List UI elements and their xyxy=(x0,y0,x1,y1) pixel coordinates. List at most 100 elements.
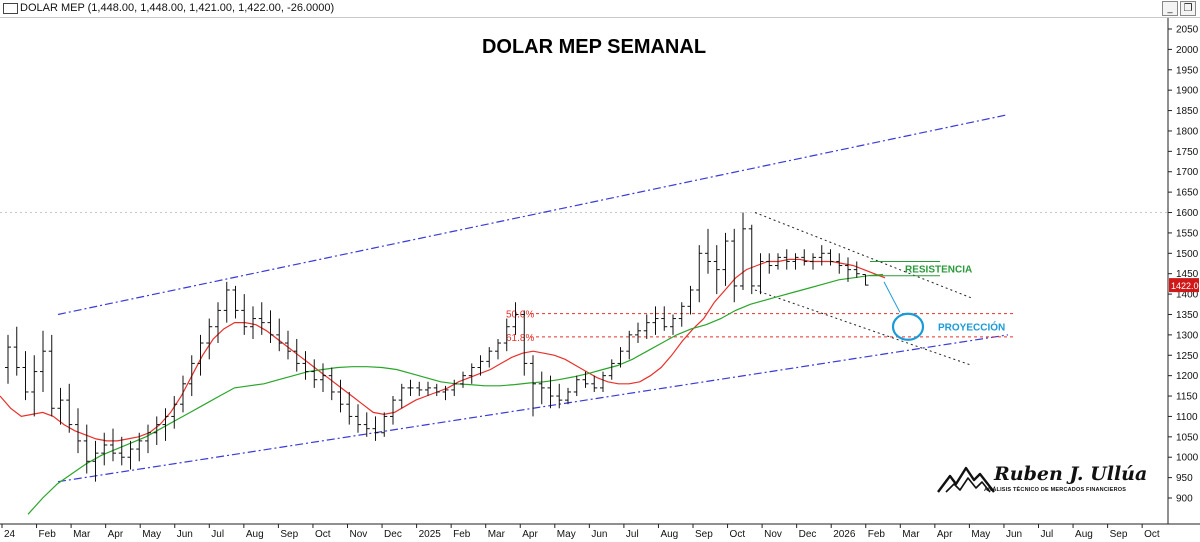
ohlc-bars-layer xyxy=(5,212,869,482)
ohlc-bar xyxy=(748,224,755,295)
moving-averages-layer xyxy=(0,258,886,515)
x-tick-label: Sep xyxy=(1110,529,1128,540)
restore-button[interactable]: ❐ xyxy=(1180,1,1196,16)
minimize-button[interactable]: _ xyxy=(1162,1,1178,16)
ohlc-bar xyxy=(643,314,650,339)
y-tick-label: 1850 xyxy=(1176,106,1199,117)
chart-window-icon xyxy=(3,3,18,14)
y-tick-label: 2000 xyxy=(1176,45,1199,56)
x-tick-label: Sep xyxy=(280,529,298,540)
y-tick-label: 1400 xyxy=(1176,290,1199,301)
ohlc-bar xyxy=(66,383,73,433)
x-tick-label: Oct xyxy=(315,529,331,540)
y-tick-label: 1900 xyxy=(1176,86,1199,97)
y-tick-label: 1250 xyxy=(1176,351,1199,362)
ohlc-bar xyxy=(836,253,843,274)
ohlc-bar xyxy=(468,363,475,384)
resistance-label: RESISTENCIA xyxy=(905,264,972,275)
x-tick-label: May xyxy=(971,529,990,540)
ohlc-bar xyxy=(337,379,344,413)
x-tick-label: Nov xyxy=(764,529,782,540)
ohlc-bar xyxy=(390,396,396,425)
ohlc-bar xyxy=(696,245,703,303)
axes-layer: 2050 2000 1950 1900 1850 1800 1750 1700 1650 1600… xyxy=(0,18,1200,540)
ohlc-bar xyxy=(547,375,554,409)
ohlc-bar xyxy=(600,371,606,392)
x-tick-label: Jul xyxy=(1041,529,1054,540)
x-tick-label: May xyxy=(557,529,576,540)
ohlc-bar xyxy=(608,359,615,380)
ohlc-bar xyxy=(215,302,221,344)
ohlc-bar xyxy=(363,412,370,437)
ohlc-bar xyxy=(118,436,125,466)
x-tick-label: Mar xyxy=(488,529,506,540)
y-tick-label: 1150 xyxy=(1176,392,1198,403)
ohlc-bar xyxy=(556,383,563,409)
ohlc-bar xyxy=(407,379,414,397)
x-tick-label: Oct xyxy=(1144,529,1160,540)
ohlc-bar xyxy=(582,371,589,388)
slow-ma-line xyxy=(27,273,884,515)
ohlc-bar xyxy=(678,302,685,327)
ohlc-bar xyxy=(22,351,29,401)
y-tick-label: 1600 xyxy=(1176,208,1199,219)
x-tick-label: 2026 xyxy=(833,529,856,540)
ohlc-bar xyxy=(687,285,694,315)
ohlc-bar xyxy=(442,385,449,401)
ohlc-bar xyxy=(766,253,773,274)
y-tick-label: 1000 xyxy=(1176,453,1199,464)
projection-pointer xyxy=(883,281,901,313)
ohlc-bar xyxy=(127,440,134,470)
ohlc-bar xyxy=(241,294,248,335)
ohlc-bar xyxy=(486,347,493,368)
fib-level-label: 61.8% xyxy=(506,333,534,344)
guides-layer: 50.0% 61.8% xyxy=(0,114,1168,483)
y-tick-label: 1700 xyxy=(1176,167,1199,178)
ohlc-bar xyxy=(232,285,239,319)
last-price-tag xyxy=(1169,278,1199,293)
ohlc-bar xyxy=(398,383,405,409)
x-tick-label: Jun xyxy=(177,529,193,540)
y-tick-label: 900 xyxy=(1176,494,1193,505)
x-tick-label: Mar xyxy=(902,529,920,540)
logo-wordmark: Ruben J. Ullúa xyxy=(994,463,1148,485)
projection-circle xyxy=(891,312,925,341)
ohlc-bar xyxy=(136,432,143,462)
window-titlebar: DOLAR MEP (1,448.00, 1,448.00, 1,421.00,… xyxy=(0,0,1200,18)
ohlc-bar xyxy=(670,314,676,335)
x-tick-label: 24 xyxy=(4,529,16,540)
ohlc-bar xyxy=(783,249,790,270)
ohlc-bar xyxy=(705,228,711,274)
x-tick-label: Aug xyxy=(246,529,264,540)
ohlc-bar xyxy=(740,212,746,291)
ohlc-bar xyxy=(188,355,195,397)
last-price-label: 1422.00 xyxy=(1171,281,1200,291)
ohlc-bar xyxy=(416,381,423,397)
upper-channel-line xyxy=(57,114,1009,316)
x-tick-label: Apr xyxy=(522,529,538,540)
ohlc-bar xyxy=(381,412,388,437)
x-tick-label: Jun xyxy=(1006,529,1022,540)
ohlc-bar xyxy=(477,355,484,376)
ohlc-bar xyxy=(722,232,729,286)
x-tick-label: May xyxy=(142,529,161,540)
y-tick-label: 1050 xyxy=(1176,432,1199,443)
y-tick-label: 1350 xyxy=(1176,310,1199,321)
ohlc-bar xyxy=(512,302,519,335)
fib-level-label: 50.0% xyxy=(506,310,534,321)
ohlc-bar xyxy=(92,440,99,482)
x-tick-label: Jul xyxy=(211,529,224,540)
ohlc-bar xyxy=(425,381,431,397)
ohlc-bar xyxy=(328,367,335,401)
ohlc-bar xyxy=(57,387,64,425)
ohlc-bar xyxy=(818,245,825,266)
chart-title: DOLAR MEP SEMANAL xyxy=(482,36,706,58)
ohlc-bar xyxy=(223,281,230,323)
ohlc-bar xyxy=(206,318,213,360)
ohlc-bar xyxy=(451,379,458,397)
x-tick-label: Aug xyxy=(660,529,678,540)
ohlc-bar xyxy=(110,428,116,462)
ohlc-bar xyxy=(652,306,659,335)
